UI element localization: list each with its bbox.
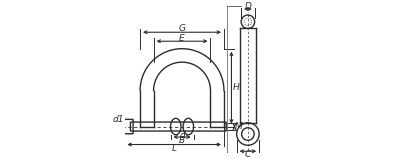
Text: d: d: [180, 131, 186, 140]
Text: E: E: [179, 34, 185, 43]
Text: C: C: [245, 150, 251, 159]
Text: D: D: [244, 2, 251, 11]
Text: B: B: [179, 136, 185, 144]
Text: d1: d1: [113, 115, 124, 124]
Text: G: G: [178, 24, 186, 33]
Text: H: H: [232, 83, 239, 92]
Text: L: L: [172, 144, 177, 153]
Text: M: M: [234, 122, 242, 131]
